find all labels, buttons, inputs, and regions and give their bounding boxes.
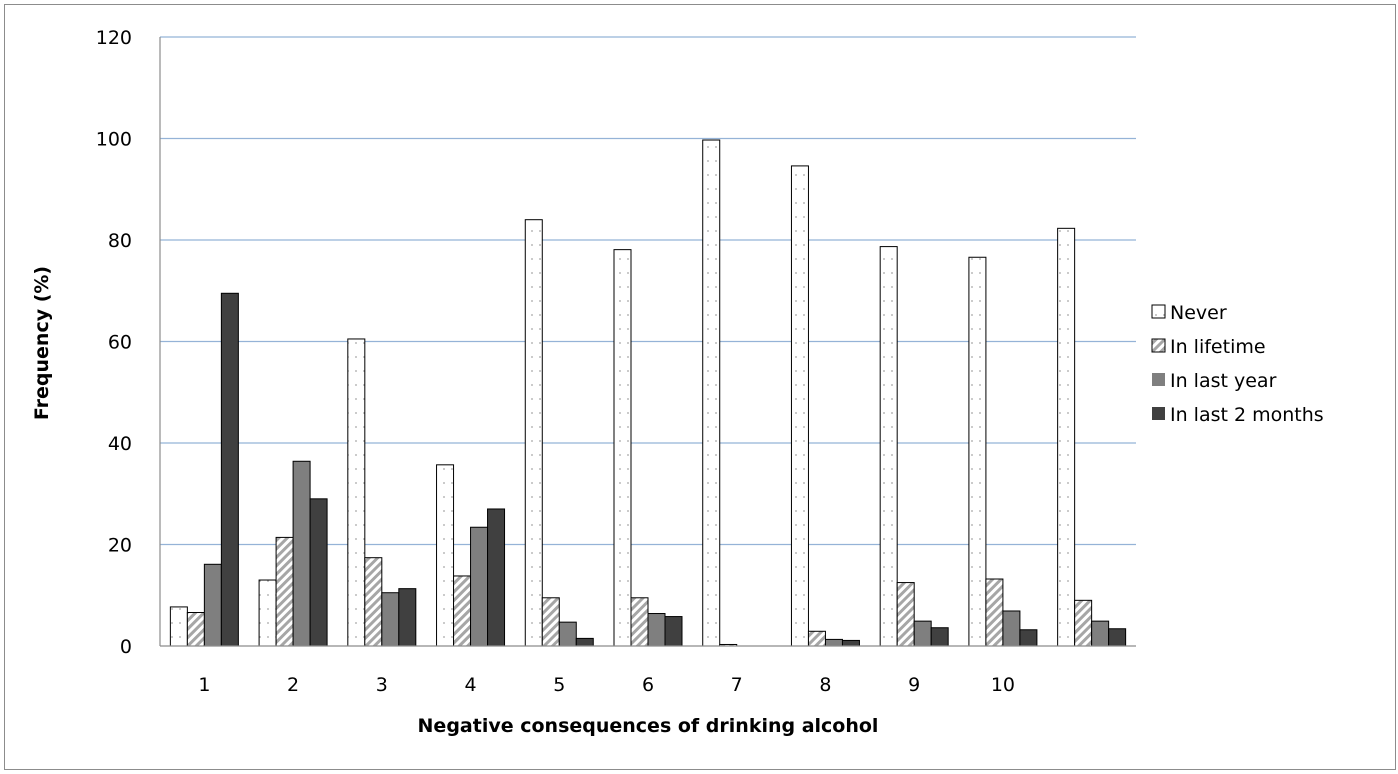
bar-in-last-2-months-extra <box>1108 628 1127 647</box>
legend-swatch <box>1152 373 1165 386</box>
bar-in-last-2-months-6 <box>664 616 683 647</box>
y-axis-ticks: 0 20 40 60 80 100 120 <box>96 27 132 658</box>
bar-in-last-2-months-5 <box>575 637 594 647</box>
bar-in-last-2-months-1 <box>220 292 239 647</box>
legend-label: In last year <box>1170 370 1277 392</box>
bar-never-3 <box>347 338 366 647</box>
bar-never-10 <box>968 256 987 647</box>
x-tick-label: 4 <box>464 674 476 696</box>
x-tick-label: 1 <box>198 674 210 696</box>
legend-swatch <box>1151 304 1166 319</box>
x-tick-label: 10 <box>991 674 1015 696</box>
bar-in-lifetime-extra <box>1074 599 1093 647</box>
bar-never-extra <box>1057 227 1076 647</box>
x-axis-ticks: 1 2 3 4 5 6 7 8 9 10 <box>198 674 1015 696</box>
bar-in-last-2-months-4 <box>487 508 506 647</box>
bar-in-lifetime-5 <box>541 597 560 647</box>
x-tick-label: 2 <box>287 674 299 696</box>
bar-never-8 <box>790 165 809 647</box>
x-axis-title: Negative consequences of drinking alcoho… <box>418 715 879 737</box>
bar-in-lifetime-4 <box>453 575 472 647</box>
bar-in-last-year-5 <box>558 621 577 647</box>
x-tick-label: 9 <box>908 674 920 696</box>
bar-never-2 <box>258 579 277 647</box>
bar-in-last-year-10 <box>1002 610 1021 647</box>
bar-in-last-year-1 <box>203 563 222 647</box>
bar-in-lifetime-8 <box>807 630 826 647</box>
x-tick-label: 3 <box>376 674 388 696</box>
bar-in-lifetime-10 <box>985 578 1004 647</box>
legend-swatch <box>1152 407 1165 420</box>
x-tick-label: 5 <box>553 674 565 696</box>
bar-in-last-year-2 <box>292 460 311 647</box>
y-tick-label: 0 <box>120 636 132 658</box>
x-tick-label: 8 <box>819 674 831 696</box>
bar-never-5 <box>524 219 543 647</box>
bar-never-7 <box>702 139 721 647</box>
legend-label: In last 2 months <box>1170 404 1324 426</box>
bar-in-lifetime-1 <box>186 612 205 647</box>
bars <box>169 139 1127 647</box>
bar-in-last-year-4 <box>470 526 489 647</box>
bar-never-1 <box>169 606 188 647</box>
y-tick-label: 40 <box>108 433 132 455</box>
bar-in-last-2-months-2 <box>309 498 328 647</box>
y-tick-label: 60 <box>108 332 132 354</box>
bar-never-4 <box>436 464 455 647</box>
bar-in-lifetime-6 <box>630 597 649 647</box>
axes <box>159 37 1136 647</box>
bar-in-last-2-months-9 <box>930 627 949 647</box>
x-tick-label: 6 <box>642 674 654 696</box>
y-tick-label: 20 <box>108 535 132 557</box>
bar-in-last-year-6 <box>647 613 666 647</box>
y-axis-title: Frequency (%) <box>31 266 53 420</box>
bar-in-last-year-3 <box>381 592 400 647</box>
bar-never-6 <box>613 249 632 647</box>
bar-in-last-2-months-8 <box>841 639 860 647</box>
bar-in-lifetime-2 <box>275 536 294 647</box>
legend: Never In lifetime In last year In last 2 mo… <box>1151 302 1324 426</box>
y-tick-label: 120 <box>96 27 132 49</box>
x-tick-label: 7 <box>731 674 743 696</box>
bar-in-lifetime-9 <box>896 582 915 647</box>
legend-swatch <box>1151 338 1166 353</box>
bar-in-last-2-months-10 <box>1019 629 1038 647</box>
y-tick-label: 80 <box>108 230 132 252</box>
legend-label: Never <box>1170 302 1227 324</box>
bar-in-lifetime-3 <box>364 557 383 647</box>
bar-in-last-year-8 <box>824 638 843 647</box>
bar-never-9 <box>879 246 898 647</box>
bar-in-last-2-months-3 <box>398 588 417 647</box>
bar-in-last-year-9 <box>913 620 932 647</box>
y-tick-label: 100 <box>96 129 132 151</box>
bar-in-last-year-extra <box>1091 620 1110 647</box>
legend-label: In lifetime <box>1170 336 1266 358</box>
